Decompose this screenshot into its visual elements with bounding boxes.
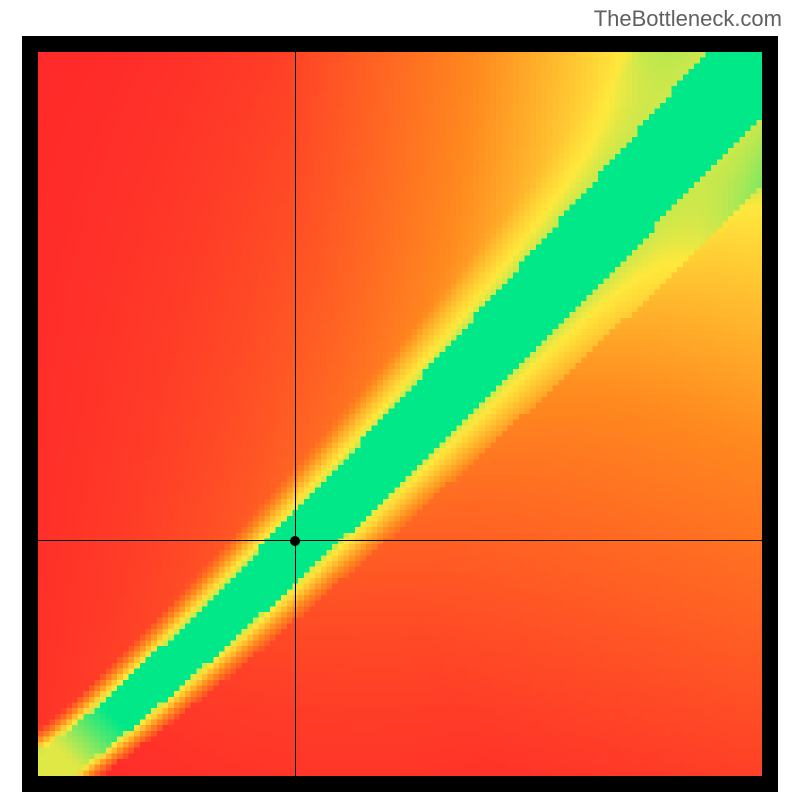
bottleneck-heatmap (38, 52, 762, 776)
watermark-text: TheBottleneck.com (594, 6, 782, 32)
crosshair-vertical (295, 52, 296, 776)
chart-container: TheBottleneck.com (0, 0, 800, 800)
crosshair-horizontal (38, 540, 762, 541)
crosshair-marker (290, 536, 300, 546)
